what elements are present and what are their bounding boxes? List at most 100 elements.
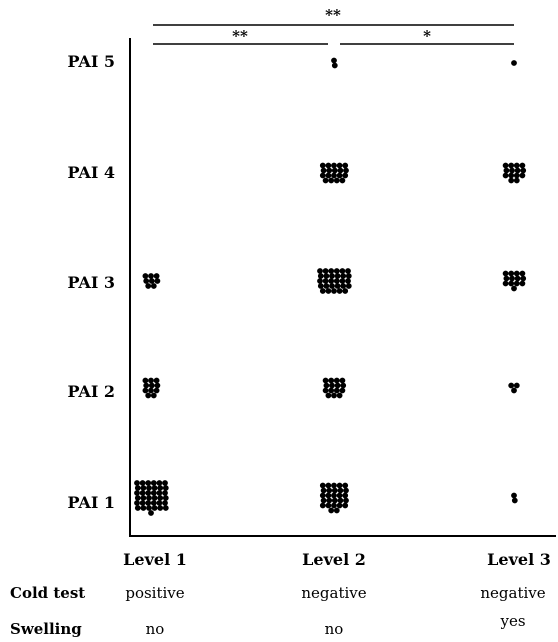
data-dot bbox=[508, 172, 515, 179]
data-dot bbox=[333, 268, 340, 274]
data-dot bbox=[336, 162, 343, 169]
y-axis-labels: PAI 5 PAI 4 PAI 3 PAI 2 PAI 1 bbox=[68, 52, 115, 512]
data-dot bbox=[519, 162, 526, 169]
data-dot bbox=[333, 507, 340, 514]
data-dot bbox=[331, 487, 338, 494]
data-dot bbox=[511, 492, 517, 499]
data-dot bbox=[143, 278, 150, 284]
data-dot bbox=[336, 392, 343, 399]
data-dot bbox=[337, 497, 344, 504]
data-dot bbox=[508, 280, 515, 287]
data-dot bbox=[331, 497, 338, 504]
data-dot bbox=[322, 387, 329, 394]
data-dot bbox=[148, 377, 154, 384]
x-axis-labels: Level 1 Level 2 Level 3 bbox=[123, 550, 551, 569]
data-dot bbox=[502, 270, 509, 277]
data-dot bbox=[337, 167, 344, 174]
data-dot bbox=[334, 382, 341, 389]
data-dot bbox=[139, 480, 146, 486]
data-dot bbox=[320, 167, 327, 174]
data-dot bbox=[508, 382, 515, 389]
data-dot bbox=[339, 377, 346, 384]
x-tick-level-3: Level 3 bbox=[487, 550, 551, 569]
data-dot bbox=[331, 288, 337, 294]
data-dot bbox=[328, 387, 335, 394]
data-dot bbox=[329, 382, 335, 389]
data-dot bbox=[520, 275, 527, 282]
significance-brackets: ** ** * bbox=[153, 6, 514, 45]
data-dot bbox=[337, 487, 344, 494]
data-dot bbox=[339, 278, 346, 284]
data-dot bbox=[157, 485, 164, 491]
data-dot bbox=[156, 490, 163, 496]
data-dot bbox=[322, 268, 329, 274]
data-dot bbox=[339, 177, 346, 184]
data-dot bbox=[513, 172, 520, 179]
data-dot bbox=[343, 167, 349, 174]
cell-swelling-level-1: no bbox=[146, 620, 165, 638]
data-dot bbox=[317, 273, 324, 279]
data-dot bbox=[145, 500, 152, 506]
data-dot bbox=[150, 283, 157, 289]
data-dot bbox=[326, 167, 333, 174]
y-tick-pai-3: PAI 3 bbox=[68, 273, 115, 292]
data-dot bbox=[345, 268, 351, 274]
data-dot bbox=[151, 485, 158, 491]
data-dot bbox=[342, 288, 349, 294]
data-dot bbox=[511, 497, 518, 504]
data-dot bbox=[319, 162, 326, 169]
data-dot bbox=[319, 172, 326, 179]
data-dot bbox=[513, 280, 520, 287]
data-dot bbox=[145, 480, 152, 486]
data-dot bbox=[134, 485, 141, 491]
data-dot bbox=[319, 288, 326, 294]
data-dot bbox=[331, 172, 337, 179]
data-dot bbox=[508, 270, 515, 277]
data-dot bbox=[503, 275, 510, 282]
data-dot bbox=[323, 382, 330, 389]
sig-label-level1-level2: ** bbox=[232, 27, 248, 45]
data-dot bbox=[339, 268, 346, 274]
y-tick-pai-4: PAI 4 bbox=[68, 163, 115, 182]
data-dot bbox=[334, 283, 341, 289]
data-dot bbox=[139, 490, 146, 496]
data-dot bbox=[320, 487, 327, 494]
sig-label-level1-level3: ** bbox=[325, 6, 341, 24]
data-dot bbox=[145, 392, 152, 399]
data-dot bbox=[317, 283, 324, 289]
data-dot bbox=[151, 505, 158, 511]
data-dot bbox=[328, 268, 335, 274]
data-dot bbox=[162, 500, 168, 506]
data-dot bbox=[333, 278, 340, 284]
data-dot bbox=[325, 492, 332, 499]
data-dot bbox=[150, 490, 157, 496]
data-dot bbox=[322, 278, 329, 284]
data-dot bbox=[134, 505, 141, 511]
data-dot bbox=[153, 273, 160, 279]
data-dot bbox=[329, 273, 335, 279]
dot-clusters bbox=[134, 57, 527, 516]
data-dot bbox=[319, 502, 326, 509]
data-dot bbox=[145, 283, 152, 289]
data-dot bbox=[142, 273, 149, 279]
data-dot bbox=[146, 485, 152, 491]
data-dot bbox=[333, 377, 340, 384]
data-dot bbox=[342, 482, 349, 489]
data-dot bbox=[328, 507, 335, 514]
data-dot bbox=[325, 482, 332, 489]
data-dot bbox=[336, 492, 343, 499]
row-header-swelling: Swelling bbox=[10, 620, 82, 638]
data-dot bbox=[331, 392, 337, 399]
data-dot bbox=[342, 502, 349, 509]
data-dot bbox=[331, 57, 337, 64]
sig-label-level2-level3: * bbox=[423, 27, 431, 45]
data-dot bbox=[508, 177, 515, 184]
y-tick-pai-1: PAI 1 bbox=[68, 493, 115, 512]
data-dot bbox=[509, 275, 515, 282]
data-dot bbox=[502, 280, 509, 287]
data-dot bbox=[143, 382, 150, 389]
data-dot bbox=[329, 283, 335, 289]
data-dot bbox=[345, 283, 352, 289]
data-dot bbox=[511, 285, 517, 292]
